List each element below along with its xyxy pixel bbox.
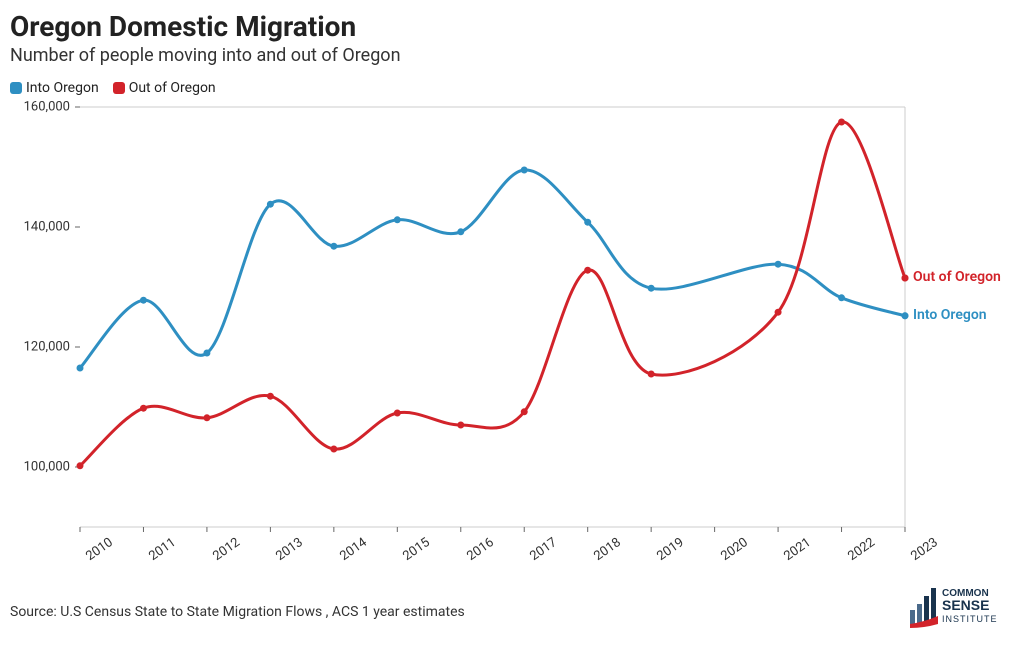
y-tick-label: 140,000 bbox=[10, 220, 70, 235]
page-subtitle: Number of people moving into and out of … bbox=[10, 45, 1010, 66]
legend-swatch-into bbox=[10, 82, 22, 94]
chart-svg bbox=[10, 102, 1010, 562]
legend-label-into: Into Oregon bbox=[26, 80, 99, 96]
legend-item-into: Into Oregon bbox=[10, 80, 99, 96]
y-tick-label: 100,000 bbox=[10, 460, 70, 475]
chart-area: 100,000120,000140,000160,000 20102011201… bbox=[10, 102, 1010, 562]
legend: Into Oregon Out of Oregon bbox=[10, 80, 1010, 96]
legend-item-out: Out of Oregon bbox=[113, 80, 216, 96]
legend-label-out: Out of Oregon bbox=[129, 80, 216, 96]
series-end-label: Out of Oregon bbox=[913, 269, 1001, 285]
logo-icon: COMMON SENSE INSTITUTE bbox=[910, 580, 1006, 636]
y-tick-label: 160,000 bbox=[10, 100, 70, 115]
logo-text-mid: SENSE bbox=[942, 597, 989, 613]
source-text: Source: U.S Census State to State Migrat… bbox=[10, 604, 465, 620]
legend-swatch-out bbox=[113, 82, 125, 94]
page-title: Oregon Domestic Migration bbox=[10, 10, 1010, 43]
y-tick-label: 120,000 bbox=[10, 340, 70, 355]
logo-text-bottom: INSTITUTE bbox=[942, 614, 998, 624]
series-end-label: Into Oregon bbox=[913, 307, 987, 323]
logo: COMMON SENSE INSTITUTE bbox=[910, 580, 1006, 640]
